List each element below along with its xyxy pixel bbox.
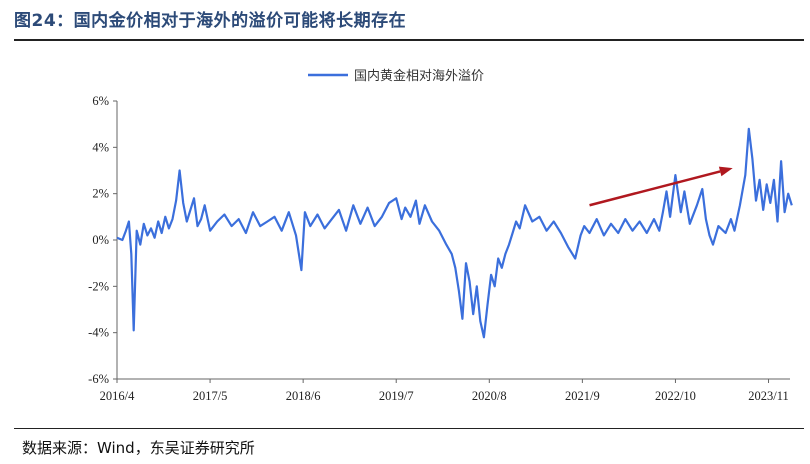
series-line: [116, 127, 793, 339]
source-rule: [14, 428, 804, 429]
x-tick-label: 2016/4: [100, 389, 135, 403]
x-tick-label: 2022/10: [655, 389, 696, 403]
y-axis-ticks: 6% 4% 2% 0% -2% -4% -6%: [88, 94, 117, 386]
annotation-layer: [589, 166, 733, 207]
x-tick-label: 2018/6: [286, 389, 321, 403]
legend-label: 国内黄金相对海外溢价: [354, 68, 484, 84]
source-note: 数据来源：Wind，东吴证券研究所: [22, 439, 255, 457]
trend-arrow-shaft: [589, 170, 721, 207]
trend-arrow-head: [718, 166, 733, 177]
series-layer: [116, 127, 793, 339]
x-tick-label: 2021/9: [565, 389, 600, 403]
y-tick-label: 4%: [92, 140, 109, 154]
x-tick-label: 2019/7: [379, 389, 414, 403]
axes: [116, 101, 790, 380]
x-tick-label: 2017/5: [193, 389, 228, 403]
x-tick-label: 2023/11: [748, 389, 789, 403]
x-tick-label: 2020/8: [472, 389, 507, 403]
y-tick-label: 6%: [92, 94, 109, 108]
y-tick-label: -4%: [88, 326, 109, 340]
x-axis-ticks: 2016/4 2017/5 2018/6 2019/7 2020/8 2021/9 2022…: [100, 379, 789, 403]
figure-title: 图24：国内金价相对于海外的溢价可能将长期存在: [14, 11, 407, 31]
y-tick-label: -2%: [88, 279, 109, 293]
line-chart: 国内黄金相对海外溢价 6% 4% 2% 0% -2% -4% -6% 2016/4 2017/…: [88, 68, 793, 403]
y-tick-label: 0%: [92, 233, 109, 247]
title-rule: [14, 39, 804, 41]
legend: 国内黄金相对海外溢价: [308, 68, 484, 84]
y-tick-label: -6%: [88, 372, 109, 386]
y-tick-label: 2%: [92, 187, 109, 201]
